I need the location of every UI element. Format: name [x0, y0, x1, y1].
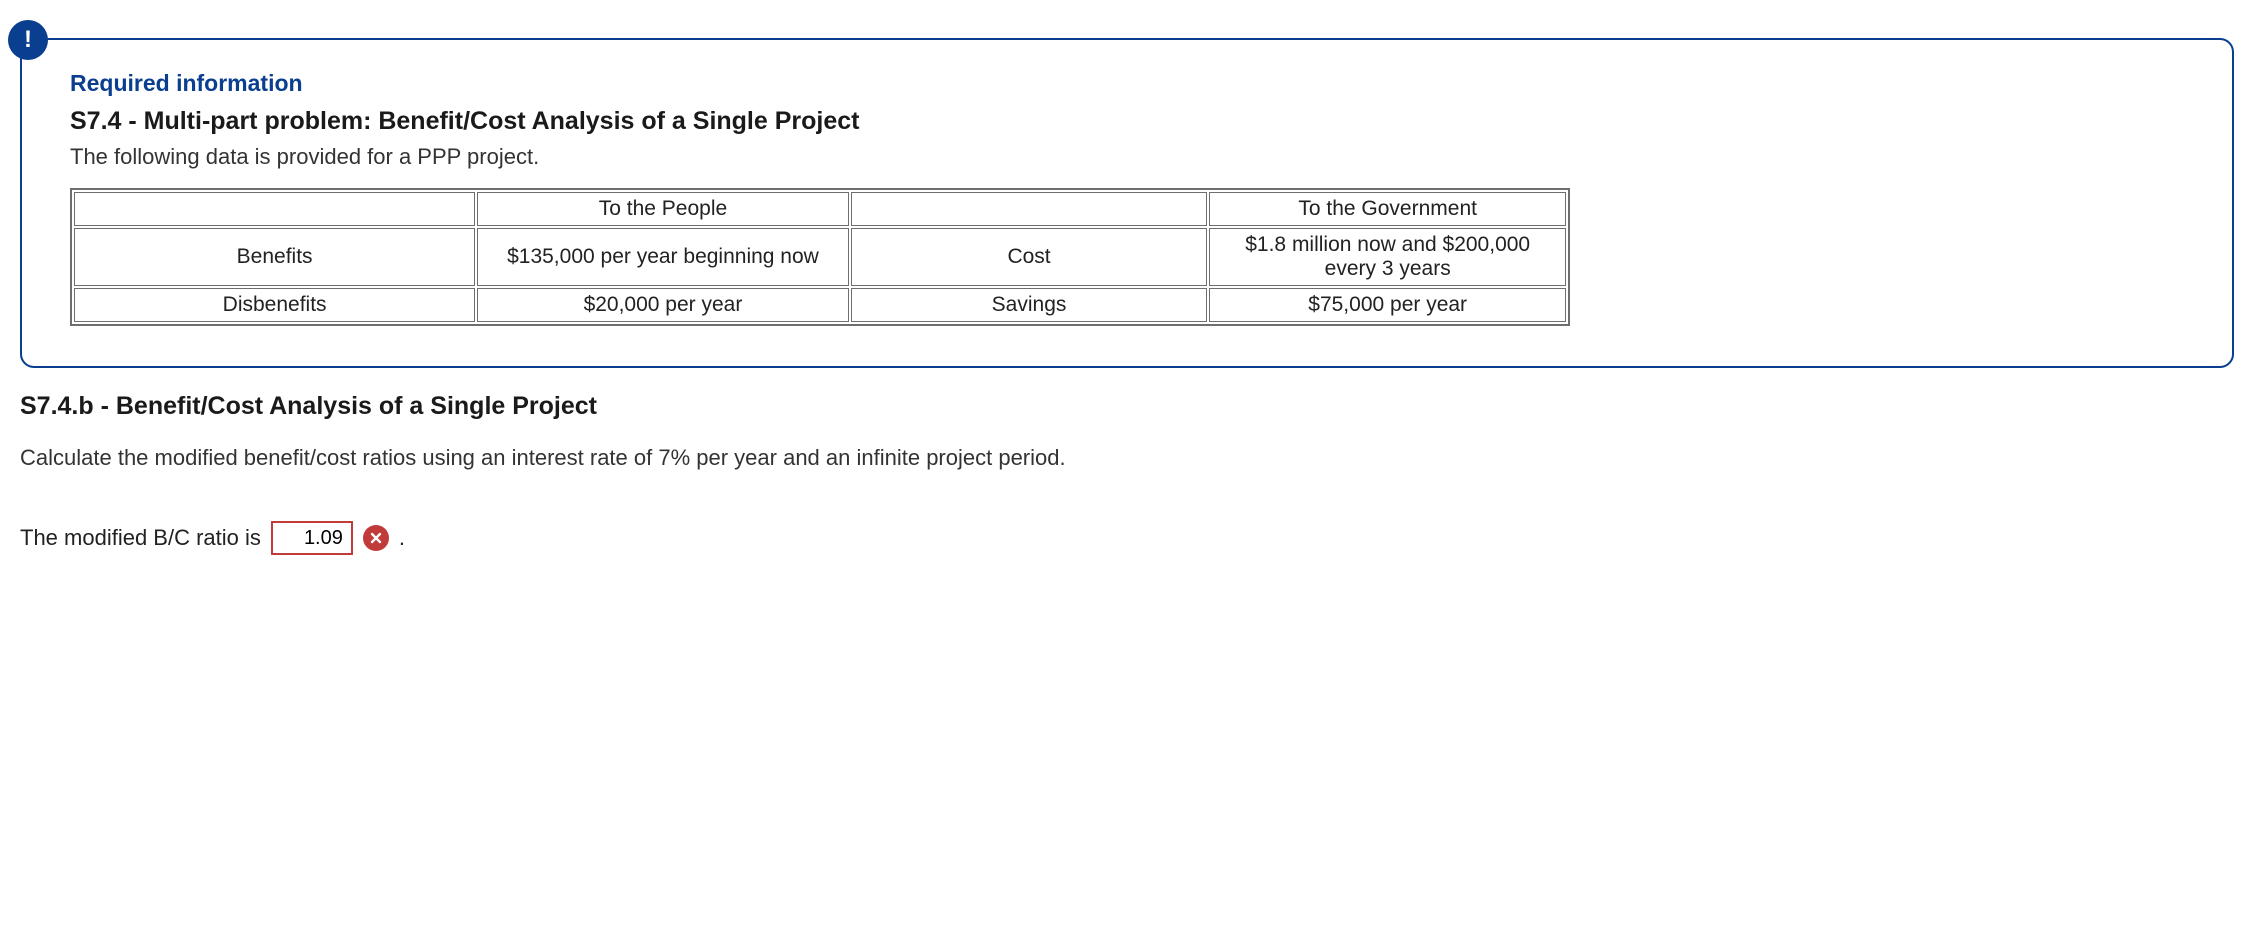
table-cell: $1.8 million now and $200,000 every 3 ye…: [1209, 228, 1566, 286]
page-root: ! Required information S7.4 - Multi-part…: [0, 0, 2254, 595]
table-cell: $135,000 per year beginning now: [477, 228, 849, 286]
table-cell: Savings: [851, 288, 1208, 322]
table-row: Benefits $135,000 per year beginning now…: [74, 228, 1566, 286]
answer-prefix-text: The modified B/C ratio is: [20, 525, 261, 551]
required-info-label: Required information: [70, 70, 2184, 97]
incorrect-icon: [363, 525, 389, 551]
table-cell: Disbenefits: [74, 288, 475, 322]
table-cell: [851, 192, 1208, 226]
table-cell: [74, 192, 475, 226]
table-row: To the People To the Government: [74, 192, 1566, 226]
problem-title: S7.4 - Multi-part problem: Benefit/Cost …: [70, 107, 2184, 136]
question-prompt: Calculate the modified benefit/cost rati…: [20, 445, 2234, 471]
table-cell: Cost: [851, 228, 1208, 286]
answer-suffix-text: .: [399, 525, 405, 551]
table-cell: To the Government: [1209, 192, 1566, 226]
answer-input[interactable]: [271, 521, 353, 555]
required-info-box: ! Required information S7.4 - Multi-part…: [20, 38, 2234, 368]
problem-intro-text: The following data is provided for a PPP…: [70, 144, 2184, 170]
table-row: Disbenefits $20,000 per year Savings $75…: [74, 288, 1566, 322]
table-cell: $20,000 per year: [477, 288, 849, 322]
table-cell: $75,000 per year: [1209, 288, 1566, 322]
ppp-data-table: To the People To the Government Benefits…: [70, 188, 1570, 326]
answer-row: The modified B/C ratio is .: [20, 521, 2234, 555]
table-cell: Benefits: [74, 228, 475, 286]
table-cell: To the People: [477, 192, 849, 226]
alert-icon: !: [8, 20, 48, 60]
subquestion-heading: S7.4.b - Benefit/Cost Analysis of a Sing…: [20, 392, 2234, 421]
